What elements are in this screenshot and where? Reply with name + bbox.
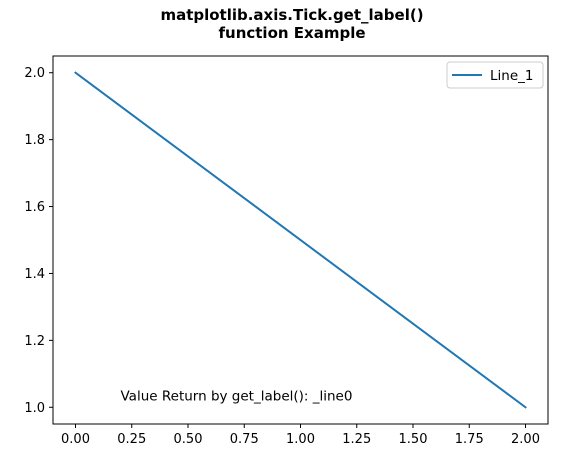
- series-layer: [74, 71, 527, 409]
- annotation-text: Value Return by get_label(): _line0: [121, 389, 353, 405]
- x-tick-label: 0.75: [230, 432, 259, 447]
- x-tick-label: 1.75: [455, 432, 484, 447]
- legend: Line_1: [446, 61, 544, 89]
- legend-box: [446, 61, 544, 89]
- x-tick-label: 1.25: [342, 432, 371, 447]
- y-tick-label: 1.4: [24, 267, 45, 282]
- x-tick-label: 0.50: [174, 432, 203, 447]
- y-tick-label: 2.0: [24, 66, 45, 81]
- legend-label-line-1: Line_1: [490, 68, 533, 84]
- chart-title-line-2: function Example: [218, 24, 365, 42]
- y-tick-label: 1.6: [24, 200, 45, 215]
- y-tick-label: 1.0: [24, 401, 45, 416]
- y-tick-label: 1.8: [24, 133, 45, 148]
- x-tick-label: 0.25: [117, 432, 146, 447]
- chart-title-line-1: matplotlib.axis.Tick.get_label(): [160, 6, 423, 24]
- x-tick-label: 1.00: [286, 432, 315, 447]
- series-line-1: [74, 71, 527, 409]
- x-tick-label: 2.00: [511, 432, 540, 447]
- y-axis: 1.0 1.2 1.4 1.6 1.8 2.0: [24, 66, 53, 416]
- x-tick-label: 0.00: [61, 432, 90, 447]
- y-tick-label: 1.2: [24, 334, 45, 349]
- x-tick-label: 1.50: [399, 432, 428, 447]
- x-axis: 0.00 0.25 0.50 0.75 1.00 1.25 1.50 1.75 2.00: [61, 424, 540, 447]
